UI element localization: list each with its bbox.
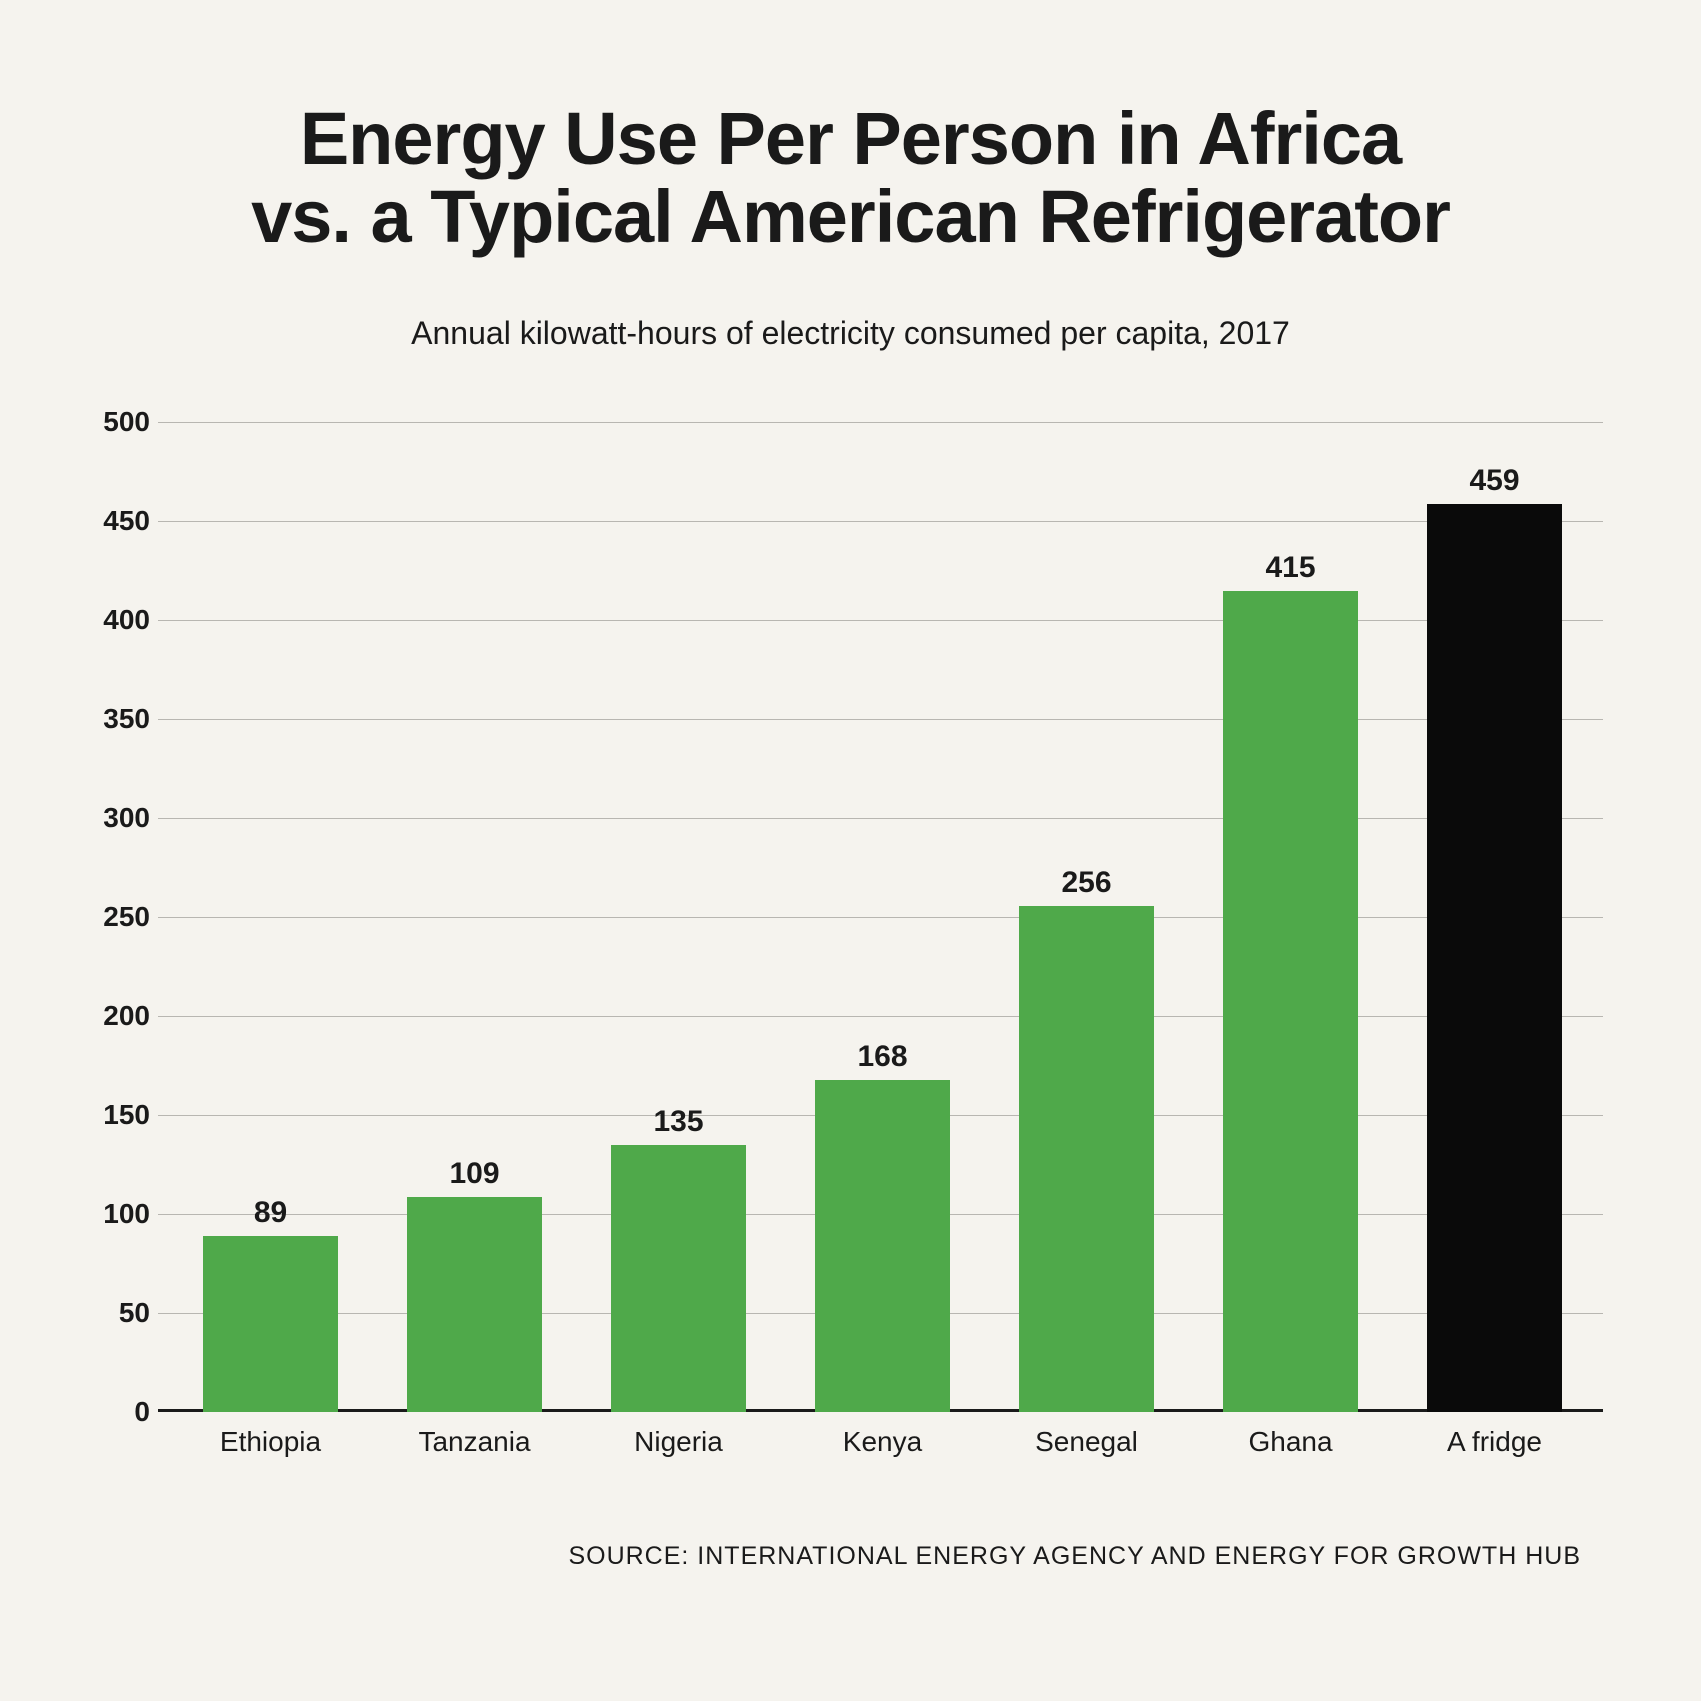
- source-attribution: SOURCE: INTERNATIONAL ENERGY AGENCY AND …: [568, 1542, 1581, 1571]
- y-tick-label: 350: [103, 703, 158, 735]
- y-tick-label: 200: [103, 1000, 158, 1032]
- bar-category-label: Ghana: [1248, 1412, 1332, 1458]
- chart-title: Energy Use Per Person in Africa vs. a Ty…: [90, 100, 1611, 255]
- chart-title-line2: vs. a Typical American Refrigerator: [90, 178, 1611, 256]
- bar-value-label: 168: [857, 1040, 907, 1074]
- bar-category-label: Kenya: [843, 1412, 922, 1458]
- bar: 459A fridge: [1427, 504, 1562, 1413]
- bar: 109Tanzania: [407, 1197, 542, 1413]
- y-tick-label: 500: [103, 406, 158, 438]
- bar-chart: 05010015020025030035040045050089Ethiopia…: [98, 422, 1603, 1412]
- bar: 89Ethiopia: [203, 1236, 338, 1412]
- gridline: [158, 521, 1603, 522]
- bar-value-label: 109: [449, 1157, 499, 1191]
- bar-value-label: 89: [254, 1196, 287, 1230]
- bar: 256Senegal: [1019, 906, 1154, 1413]
- y-tick-label: 100: [103, 1198, 158, 1230]
- bar-value-label: 459: [1469, 464, 1519, 498]
- y-tick-label: 450: [103, 505, 158, 537]
- gridline: [158, 719, 1603, 720]
- bar-value-label: 415: [1265, 551, 1315, 585]
- bar: 415Ghana: [1223, 591, 1358, 1413]
- bar: 168Kenya: [815, 1080, 950, 1413]
- y-tick-label: 300: [103, 802, 158, 834]
- bar-category-label: Ethiopia: [220, 1412, 321, 1458]
- gridline: [158, 818, 1603, 819]
- bar-value-label: 135: [653, 1105, 703, 1139]
- chart-subtitle: Annual kilowatt-hours of electricity con…: [90, 315, 1611, 352]
- bar-category-label: Senegal: [1035, 1412, 1138, 1458]
- y-tick-label: 0: [134, 1396, 158, 1428]
- y-tick-label: 150: [103, 1099, 158, 1131]
- bar-category-label: Tanzania: [418, 1412, 530, 1458]
- plot-area: 05010015020025030035040045050089Ethiopia…: [158, 422, 1603, 1412]
- bar-category-label: Nigeria: [634, 1412, 723, 1458]
- bar-category-label: A fridge: [1447, 1412, 1542, 1458]
- bar-value-label: 256: [1061, 866, 1111, 900]
- y-tick-label: 250: [103, 901, 158, 933]
- y-tick-label: 50: [119, 1297, 158, 1329]
- page: Energy Use Per Person in Africa vs. a Ty…: [0, 0, 1701, 1701]
- gridline: [158, 1016, 1603, 1017]
- gridline: [158, 422, 1603, 423]
- bar: 135Nigeria: [611, 1145, 746, 1412]
- gridline: [158, 917, 1603, 918]
- gridline: [158, 620, 1603, 621]
- chart-title-line1: Energy Use Per Person in Africa: [90, 100, 1611, 178]
- y-tick-label: 400: [103, 604, 158, 636]
